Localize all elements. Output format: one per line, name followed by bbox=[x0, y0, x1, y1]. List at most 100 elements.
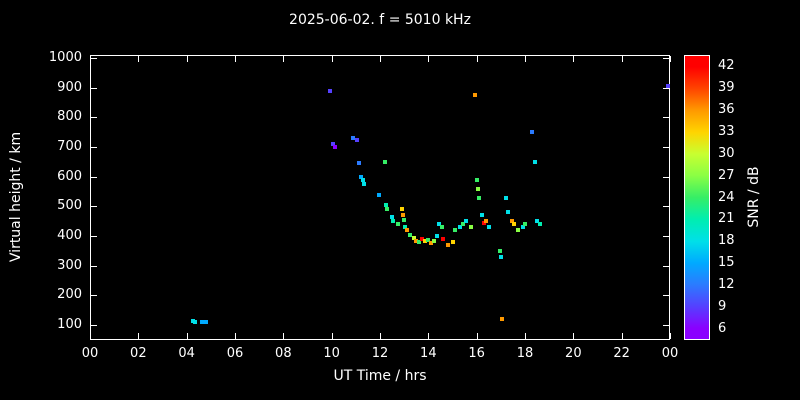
x-tick-mark-mirror bbox=[283, 56, 285, 62]
y-tick-label: 800 bbox=[57, 109, 82, 125]
x-tick-mark bbox=[283, 333, 285, 339]
x-tick-label: 16 bbox=[468, 346, 485, 361]
data-point bbox=[428, 240, 433, 245]
y-tick-label: 1000 bbox=[48, 49, 82, 65]
x-tick-mark-mirror bbox=[525, 56, 526, 62]
data-point bbox=[203, 319, 208, 324]
y-tick-mark-mirror bbox=[663, 265, 669, 267]
data-point bbox=[385, 207, 390, 212]
data-point bbox=[498, 254, 503, 259]
data-point bbox=[481, 220, 486, 225]
data-point bbox=[190, 318, 195, 323]
data-point bbox=[479, 213, 484, 218]
data-point bbox=[461, 222, 466, 227]
colorbar-tick-label: 6 bbox=[718, 321, 727, 337]
y-tick-mark bbox=[91, 117, 97, 119]
x-tick-mark bbox=[331, 333, 333, 339]
x-tick-label: 18 bbox=[516, 346, 534, 361]
y-tick-mark bbox=[91, 147, 97, 149]
data-point bbox=[358, 174, 363, 179]
x-tick-mark-mirror bbox=[476, 56, 478, 62]
colorbar-tick-label: 21 bbox=[718, 211, 735, 227]
data-point bbox=[532, 159, 537, 164]
x-tick-mark-mirror bbox=[573, 56, 575, 62]
x-tick-label: 22 bbox=[613, 346, 630, 361]
colorbar bbox=[684, 55, 710, 340]
data-point bbox=[382, 159, 387, 164]
data-point bbox=[515, 228, 520, 233]
chart-title: 2025-06-02. f = 5010 kHz bbox=[289, 12, 471, 28]
x-tick-mark-mirror bbox=[235, 56, 236, 62]
data-point bbox=[537, 221, 542, 226]
data-point bbox=[452, 228, 457, 233]
y-tick-mark-mirror bbox=[663, 117, 669, 119]
data-point bbox=[437, 222, 442, 227]
x-tick-mark bbox=[235, 333, 236, 339]
data-point bbox=[333, 145, 338, 150]
colorbar-tick-label: 42 bbox=[718, 57, 735, 73]
data-point bbox=[484, 219, 489, 224]
x-tick-mark bbox=[138, 333, 140, 339]
data-point bbox=[473, 93, 478, 98]
data-point bbox=[414, 238, 419, 243]
data-point bbox=[512, 222, 517, 227]
y-tick-label: 500 bbox=[57, 198, 82, 214]
y-tick-mark bbox=[91, 57, 97, 59]
data-point bbox=[420, 237, 425, 242]
x-tick-label: 04 bbox=[178, 346, 195, 361]
colorbar-tick-label: 9 bbox=[718, 299, 727, 315]
x-tick-mark bbox=[525, 333, 526, 339]
data-point bbox=[506, 210, 511, 215]
data-point bbox=[440, 237, 445, 242]
y-tick-mark-mirror bbox=[663, 236, 669, 238]
data-point bbox=[500, 317, 505, 322]
y-tick-label: 900 bbox=[57, 79, 82, 95]
y-tick-mark-mirror bbox=[663, 325, 669, 327]
data-point bbox=[450, 240, 455, 245]
x-tick-mark bbox=[476, 333, 478, 339]
x-tick-mark-mirror bbox=[621, 56, 623, 62]
x-tick-mark bbox=[428, 333, 430, 339]
data-point bbox=[445, 243, 450, 247]
data-point bbox=[468, 225, 473, 230]
x-tick-mark bbox=[90, 333, 91, 339]
y-tick-mark bbox=[91, 265, 97, 267]
data-point bbox=[497, 248, 502, 253]
x-tick-mark-mirror bbox=[670, 56, 671, 62]
data-point bbox=[355, 137, 360, 142]
x-tick-mark-mirror bbox=[380, 56, 381, 62]
data-point bbox=[426, 237, 431, 242]
data-point bbox=[535, 218, 540, 223]
y-tick-label: 300 bbox=[57, 257, 82, 273]
y-tick-mark-mirror bbox=[663, 147, 669, 149]
x-tick-mark bbox=[670, 333, 671, 339]
colorbar-tick-label: 36 bbox=[718, 101, 735, 117]
x-tick-label: 02 bbox=[130, 346, 147, 361]
x-tick-label: 08 bbox=[275, 346, 292, 361]
data-point bbox=[396, 222, 401, 227]
data-point bbox=[399, 207, 404, 212]
colorbar-tick-label: 18 bbox=[718, 233, 735, 249]
x-tick-label: 12 bbox=[371, 346, 389, 361]
data-point bbox=[357, 161, 362, 166]
data-point bbox=[402, 217, 407, 222]
colorbar-tick-label: 33 bbox=[718, 123, 735, 139]
y-tick-label: 100 bbox=[57, 317, 82, 333]
colorbar-tick-label: 30 bbox=[718, 145, 735, 161]
x-tick-mark-mirror bbox=[90, 56, 91, 62]
data-point bbox=[509, 219, 514, 224]
y-tick-mark bbox=[91, 236, 97, 238]
data-point bbox=[400, 213, 405, 218]
data-point bbox=[200, 320, 205, 325]
y-tick-mark-mirror bbox=[663, 57, 669, 59]
y-tick-label: 400 bbox=[57, 228, 82, 244]
x-tick-mark-mirror bbox=[186, 56, 188, 62]
y-tick-mark-mirror bbox=[663, 176, 669, 178]
data-point bbox=[474, 177, 479, 182]
y-tick-label: 700 bbox=[57, 139, 82, 155]
y-tick-mark bbox=[91, 206, 97, 208]
x-tick-mark-mirror bbox=[428, 56, 430, 62]
x-tick-label: 00 bbox=[661, 346, 679, 361]
